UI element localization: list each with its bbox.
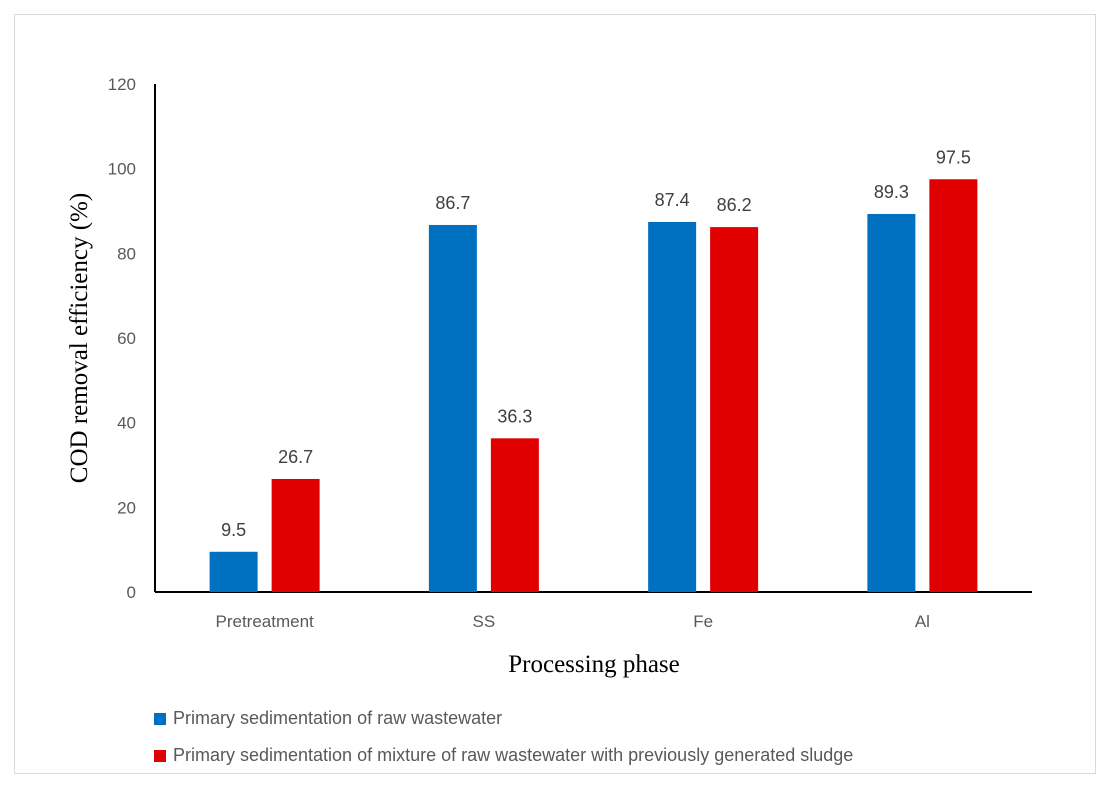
bar xyxy=(428,224,477,592)
y-tick-label: 80 xyxy=(117,244,136,263)
bar xyxy=(271,478,320,592)
legend-swatch-blue xyxy=(154,712,166,725)
legend-item-raw-wastewater: Primary sedimentation of raw wastewater xyxy=(154,708,502,729)
data-label: 89.3 xyxy=(874,182,909,202)
x-tick-label: Fe xyxy=(693,612,713,631)
legend-item-mixture: Primary sedimentation of mixture of raw … xyxy=(154,745,853,766)
bar xyxy=(209,551,258,592)
data-label: 86.7 xyxy=(435,193,470,213)
x-tick-label: SS xyxy=(473,612,496,631)
y-axis: 0 20 40 60 80 100 120 xyxy=(108,75,156,602)
data-label: 26.7 xyxy=(278,447,313,467)
data-label: 97.5 xyxy=(936,147,971,167)
data-label: 86.2 xyxy=(717,195,752,215)
y-tick-label: 0 xyxy=(127,583,136,602)
y-axis-title: COD removal efficiency (%) xyxy=(66,193,93,483)
bar xyxy=(867,213,916,593)
y-tick-label: 120 xyxy=(108,75,136,94)
bar xyxy=(710,227,759,592)
y-tick-label: 60 xyxy=(117,329,136,348)
bar xyxy=(490,438,539,592)
data-labels: 9.5 26.7 86.7 36.3 87.4 86.2 89.3 97.5 xyxy=(221,147,971,540)
y-tick-label: 20 xyxy=(117,498,136,517)
legend-label: Primary sedimentation of mixture of raw … xyxy=(173,745,854,765)
legend-swatch-red xyxy=(154,749,166,762)
x-tick-label: Al xyxy=(915,612,930,631)
chart-frame xyxy=(14,14,1096,774)
y-tick-label: 100 xyxy=(108,160,136,179)
x-tick-label: Pretreatment xyxy=(215,612,314,631)
x-axis-title: Processing phase xyxy=(508,651,680,678)
x-axis: Pretreatment SS Fe Al xyxy=(155,591,1032,631)
legend-label: Primary sedimentation of raw wastewater xyxy=(173,708,503,728)
bar xyxy=(648,222,697,593)
data-label: 87.4 xyxy=(655,190,690,210)
data-label: 36.3 xyxy=(497,406,532,426)
y-tick-label: 40 xyxy=(117,414,136,433)
bar xyxy=(929,179,978,592)
data-label: 9.5 xyxy=(221,520,246,540)
bars xyxy=(209,179,978,593)
